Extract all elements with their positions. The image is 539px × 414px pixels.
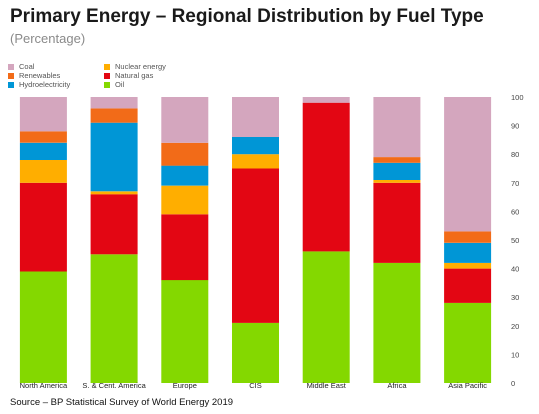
y-tick-label: 80 xyxy=(511,150,519,159)
bar-asia-pacific-oil xyxy=(444,302,492,383)
y-tick-label: 10 xyxy=(511,350,519,359)
bar-middle-east-natural-gas xyxy=(302,102,350,252)
chart-title: Primary Energy – Regional Distribution b… xyxy=(10,6,484,27)
bar-europe-oil xyxy=(161,280,209,383)
legend-item-coal: Coal xyxy=(8,62,104,71)
legend-item-renewables: Renewables xyxy=(8,71,104,80)
bar-europe-nuclear-energy xyxy=(161,185,209,215)
bar-s-cent-america-natural-gas xyxy=(90,194,138,255)
y-tick-label: 20 xyxy=(511,322,519,331)
y-tick-label: 50 xyxy=(511,236,519,245)
x-tick-label: Middle East xyxy=(307,381,347,390)
bar-cis-coal xyxy=(232,97,279,137)
bar-cis-oil xyxy=(232,322,279,383)
bar-cis-nuclear-energy xyxy=(232,154,279,169)
legend-item-oil: Oil xyxy=(104,80,224,89)
legend-label: Renewables xyxy=(19,71,61,80)
legend-swatch xyxy=(8,63,14,70)
bar-asia-pacific-renewables xyxy=(444,231,492,243)
bar-north-america-renewables xyxy=(19,131,67,143)
x-tick-label: Africa xyxy=(387,381,407,390)
bar-asia-pacific-natural-gas xyxy=(444,268,492,303)
x-tick-label: S. & Cent. America xyxy=(82,381,146,390)
bar-middle-east-coal xyxy=(302,97,350,103)
bar-africa-nuclear-energy xyxy=(373,179,421,183)
x-tick-label: North America xyxy=(20,381,68,390)
bar-africa-renewables xyxy=(373,157,421,163)
y-tick-label: 0 xyxy=(511,379,515,388)
bar-north-america-hydroelectricity xyxy=(19,142,67,160)
x-tick-label: CIS xyxy=(249,381,262,390)
legend-item-nuclear-energy: Nuclear energy xyxy=(104,62,224,71)
y-tick-label: 40 xyxy=(511,265,519,274)
bar-europe-hydroelectricity xyxy=(161,165,209,186)
legend-label: Natural gas xyxy=(115,71,154,80)
legend: Coal Nuclear energy Renewables Natural gas H… xyxy=(8,62,238,89)
legend-label: Hydroelectricity xyxy=(19,80,71,89)
bar-north-america-coal xyxy=(19,97,67,132)
bar-europe-coal xyxy=(161,97,209,143)
legend-item-natural-gas: Natural gas xyxy=(104,71,224,80)
bar-cis-hydroelectricity xyxy=(232,137,279,155)
bar-africa-coal xyxy=(373,97,421,158)
bar-africa-hydroelectricity xyxy=(373,162,421,180)
bar-europe-natural-gas xyxy=(161,214,209,281)
legend-label: Coal xyxy=(19,62,35,71)
bar-asia-pacific-nuclear-energy xyxy=(444,262,492,269)
bar-north-america-natural-gas xyxy=(19,182,67,272)
bar-africa-oil xyxy=(373,262,421,383)
bar-asia-pacific-coal xyxy=(444,97,492,232)
y-tick-label: 100 xyxy=(511,93,524,102)
legend-swatch xyxy=(104,63,110,70)
bar-s-cent-america-hydroelectricity xyxy=(90,122,138,192)
bar-africa-natural-gas xyxy=(373,182,421,263)
x-tick-label: Europe xyxy=(173,381,197,390)
bar-middle-east-oil xyxy=(302,251,350,383)
legend-swatch xyxy=(8,81,14,88)
bar-asia-pacific-hydroelectricity xyxy=(444,242,492,263)
legend-label: Oil xyxy=(115,80,125,89)
legend-swatch xyxy=(8,72,14,79)
bar-s-cent-america-nuclear-energy xyxy=(90,191,138,195)
bar-europe-renewables xyxy=(161,142,209,166)
y-tick-label: 70 xyxy=(511,179,519,188)
source-note: Source – BP Statistical Survey of World … xyxy=(10,397,234,408)
x-tick-label: Asia Pacific xyxy=(448,381,487,390)
legend-swatch xyxy=(104,72,110,79)
legend-item-hydroelectricity: Hydroelectricity xyxy=(8,80,104,89)
bar-s-cent-america-coal xyxy=(90,97,138,109)
legend-swatch xyxy=(104,81,110,88)
y-tick-label: 30 xyxy=(511,293,519,302)
bar-north-america-nuclear-energy xyxy=(19,159,67,183)
bar-north-america-oil xyxy=(19,271,67,383)
bar-s-cent-america-renewables xyxy=(90,108,138,123)
bar-s-cent-america-oil xyxy=(90,254,138,383)
bar-cis-natural-gas xyxy=(232,168,279,323)
chart-subtitle: (Percentage) xyxy=(10,31,86,46)
legend-label: Nuclear energy xyxy=(115,62,166,71)
y-tick-label: 90 xyxy=(511,122,519,131)
y-tick-label: 60 xyxy=(511,207,519,216)
